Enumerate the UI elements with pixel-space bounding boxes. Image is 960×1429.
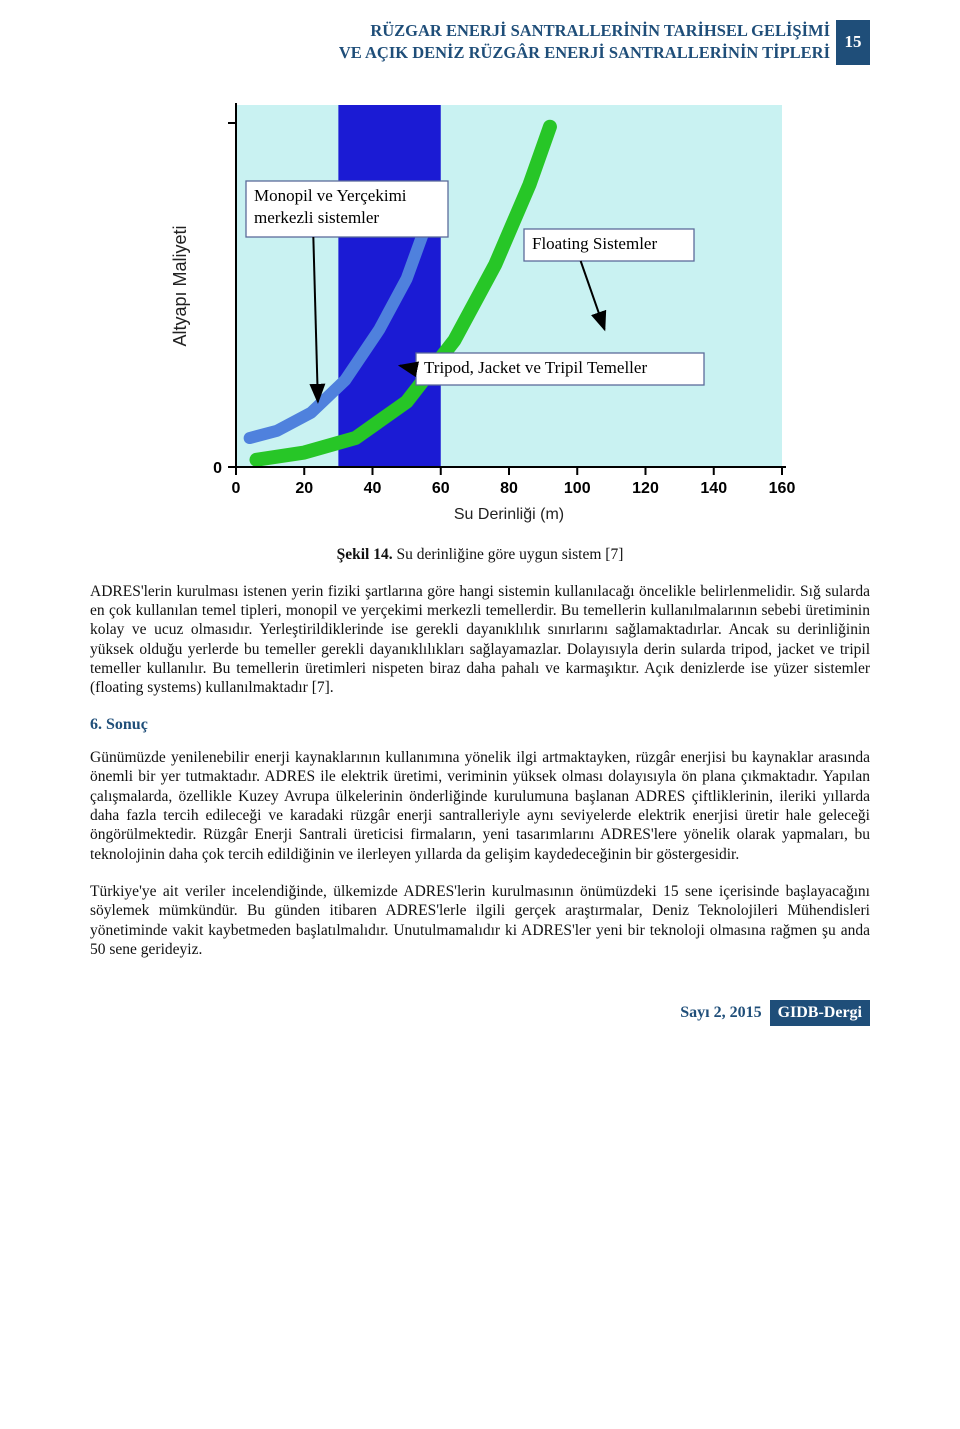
svg-text:0: 0 xyxy=(232,480,241,497)
header-title-line1: RÜZGAR ENERJİ SANTRALLERİNİN TARİHSEL GE… xyxy=(370,21,830,40)
header-title: RÜZGAR ENERJİ SANTRALLERİNİN TARİHSEL GE… xyxy=(90,20,836,65)
figure-caption: Şekil 14. Su derinliğine göre uygun sist… xyxy=(90,546,870,564)
footer: Sayı 2, 2015 GIDB-Dergi xyxy=(90,1000,870,1026)
footer-journal: GIDB-Dergi xyxy=(770,1000,870,1026)
svg-text:Su Derinliği (m): Su Derinliği (m) xyxy=(454,506,564,523)
svg-text:merkezli sistemler: merkezli sistemler xyxy=(254,208,379,227)
header-title-line2: VE AÇIK DENİZ RÜZGÂR ENERJİ SANTRALLERİN… xyxy=(339,43,830,62)
figure-14-chart: 00 20 40 60 80 100 120 140 160 Su Derinliği (m) Al… xyxy=(160,91,800,536)
caption-text: Su derinliğine göre uygun sistem [7] xyxy=(393,546,624,563)
svg-text:60: 60 xyxy=(432,480,450,497)
svg-text:160: 160 xyxy=(769,480,796,497)
paragraph-1: ADRES'lerin kurulması istenen yerin fizi… xyxy=(90,582,870,698)
svg-text:40: 40 xyxy=(364,480,382,497)
svg-text:100: 100 xyxy=(564,480,591,497)
svg-text:20: 20 xyxy=(295,480,313,497)
chart-svg: 00 20 40 60 80 100 120 140 160 Su Derinliği (m) Al… xyxy=(160,91,800,531)
page: RÜZGAR ENERJİ SANTRALLERİNİN TARİHSEL GE… xyxy=(0,0,960,1046)
header-page-number: 15 xyxy=(836,20,870,65)
running-header: RÜZGAR ENERJİ SANTRALLERİNİN TARİHSEL GE… xyxy=(90,20,870,65)
paragraph-2: Günümüzde yenilenebilir enerji kaynaklar… xyxy=(90,748,870,864)
svg-text:Tripod, Jacket ve Tripil Temel: Tripod, Jacket ve Tripil Temeller xyxy=(424,358,647,377)
section-heading-sonuc: 6. Sonuç xyxy=(90,716,870,734)
svg-text:Floating Sistemler: Floating Sistemler xyxy=(532,234,657,253)
paragraph-3: Türkiye'ye ait veriler incelendiğinde, ü… xyxy=(90,882,870,960)
svg-text:Altyapı Maliyeti: Altyapı Maliyeti xyxy=(170,225,190,346)
svg-text:80: 80 xyxy=(500,480,518,497)
svg-text:120: 120 xyxy=(632,480,659,497)
svg-text:140: 140 xyxy=(700,480,727,497)
svg-text:Monopil ve Yerçekimi: Monopil ve Yerçekimi xyxy=(254,186,407,205)
svg-text:0: 0 xyxy=(213,460,222,477)
caption-label: Şekil 14. xyxy=(337,546,393,563)
footer-issue: Sayı 2, 2015 xyxy=(680,1000,769,1026)
